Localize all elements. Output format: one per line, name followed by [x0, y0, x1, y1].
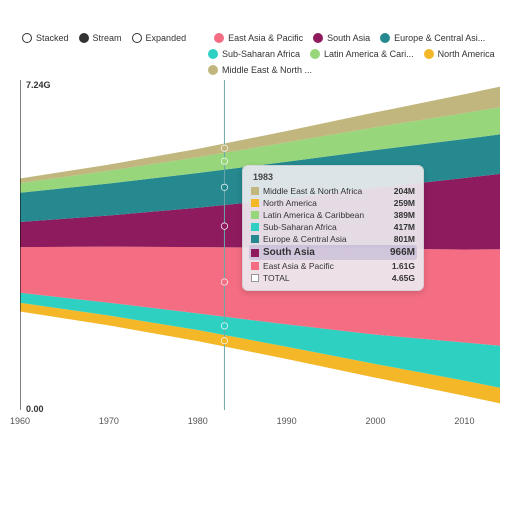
mode-stacked[interactable]: Stacked: [22, 30, 69, 46]
legend-item-lac[interactable]: Latin America & Cari...: [310, 46, 414, 62]
swatch-icon: [424, 49, 434, 59]
tooltip-row: East Asia & Pacific 1.61G: [249, 260, 417, 272]
mode-stream[interactable]: Stream: [79, 30, 122, 46]
legend-label: Europe & Central Asi...: [394, 33, 485, 43]
tooltip-row-value: 966M: [390, 247, 415, 258]
swatch-icon: [310, 49, 320, 59]
hover-marker-eap: [221, 279, 227, 285]
tooltip-row-value: 204M: [394, 186, 415, 196]
mode-label: Expanded: [146, 33, 187, 43]
legend-label: North America: [438, 49, 495, 59]
tooltip-swatch-icon: [251, 211, 259, 219]
tooltip-row-name: Europe & Central Asia: [263, 234, 386, 244]
tooltip-row: Europe & Central Asia 801M: [249, 233, 417, 245]
tooltip-row: South Asia 966M: [249, 245, 417, 260]
tooltip-row-name: North America: [263, 198, 386, 208]
legend-item-sa[interactable]: South Asia: [313, 30, 370, 46]
tooltip-row: Sub-Saharan Africa 417M: [249, 221, 417, 233]
swatch-icon: [380, 33, 390, 43]
legend-row-3: Middle East & North ...: [208, 62, 322, 78]
tooltip-row-name: South Asia: [263, 247, 382, 258]
legend-label: Middle East & North ...: [222, 65, 312, 75]
tooltip: 1983 Middle East & North Africa204MNorth…: [242, 165, 424, 291]
tooltip-row-value: 801M: [394, 234, 415, 244]
x-tick-label: 1960: [10, 416, 30, 426]
legend-row-1: Stacked Stream Expanded East Asia & Paci…: [22, 30, 495, 46]
mode-expanded[interactable]: Expanded: [132, 30, 187, 46]
legend-label: South Asia: [327, 33, 370, 43]
tooltip-row: North America 259M: [249, 197, 417, 209]
x-axis-labels: 196019701980199020002010: [20, 416, 500, 430]
legend-label: Sub-Saharan Africa: [222, 49, 300, 59]
swatch-icon: [208, 65, 218, 75]
x-tick-label: 1980: [188, 416, 208, 426]
mode-label: Stream: [93, 33, 122, 43]
swatch-icon: [313, 33, 323, 43]
radio-icon: [22, 33, 32, 43]
x-tick-label: 1990: [277, 416, 297, 426]
legend-label: East Asia & Pacific: [228, 33, 303, 43]
tooltip-swatch-icon: [251, 199, 259, 207]
legend-item-eca[interactable]: Europe & Central Asi...: [380, 30, 485, 46]
hover-marker-sa: [221, 223, 227, 229]
hover-marker-lac: [221, 158, 227, 164]
tooltip-swatch-icon: [251, 262, 259, 270]
hover-marker-ssa: [221, 323, 227, 329]
legend-item-eap[interactable]: East Asia & Pacific: [214, 30, 303, 46]
radio-icon: [132, 33, 142, 43]
swatch-icon: [214, 33, 224, 43]
tooltip-row: Latin America & Caribbean 389M: [249, 209, 417, 221]
x-tick-label: 2010: [454, 416, 474, 426]
legend-item-ssa[interactable]: Sub-Saharan Africa: [208, 46, 300, 62]
tooltip-row: TOTAL 4.65G: [249, 272, 417, 284]
tooltip-swatch-icon: [251, 249, 259, 257]
tooltip-swatch-icon: [251, 223, 259, 231]
tooltip-row-name: East Asia & Pacific: [263, 261, 384, 271]
legend-item-mena[interactable]: Middle East & North ...: [208, 62, 312, 78]
tooltip-row-value: 417M: [394, 222, 415, 232]
tooltip-row-name: TOTAL: [263, 273, 384, 283]
tooltip-row-value: 389M: [394, 210, 415, 220]
tooltip-row-name: Sub-Saharan Africa: [263, 222, 386, 232]
mode-label: Stacked: [36, 33, 69, 43]
hover-marker-eca: [221, 184, 227, 190]
tooltip-row: Middle East & North Africa 204M: [249, 185, 417, 197]
legend-label: Latin America & Cari...: [324, 49, 414, 59]
radio-icon: [79, 33, 89, 43]
hover-marker-mena: [221, 145, 227, 151]
tooltip-row-value: 4.65G: [392, 273, 415, 283]
hover-marker-na: [221, 338, 227, 344]
x-tick-label: 1970: [99, 416, 119, 426]
tooltip-swatch-icon: [251, 187, 259, 195]
legend-item-na[interactable]: North America: [424, 46, 495, 62]
legend-row-2: Sub-Saharan Africa Latin America & Cari.…: [208, 46, 505, 62]
x-tick-label: 2000: [366, 416, 386, 426]
tooltip-swatch-icon: [251, 274, 259, 282]
tooltip-row-name: Latin America & Caribbean: [263, 210, 386, 220]
tooltip-swatch-icon: [251, 235, 259, 243]
tooltip-row-value: 1.61G: [392, 261, 415, 271]
tooltip-year: 1983: [253, 172, 417, 182]
tooltip-row-value: 259M: [394, 198, 415, 208]
swatch-icon: [208, 49, 218, 59]
tooltip-row-name: Middle East & North Africa: [263, 186, 386, 196]
